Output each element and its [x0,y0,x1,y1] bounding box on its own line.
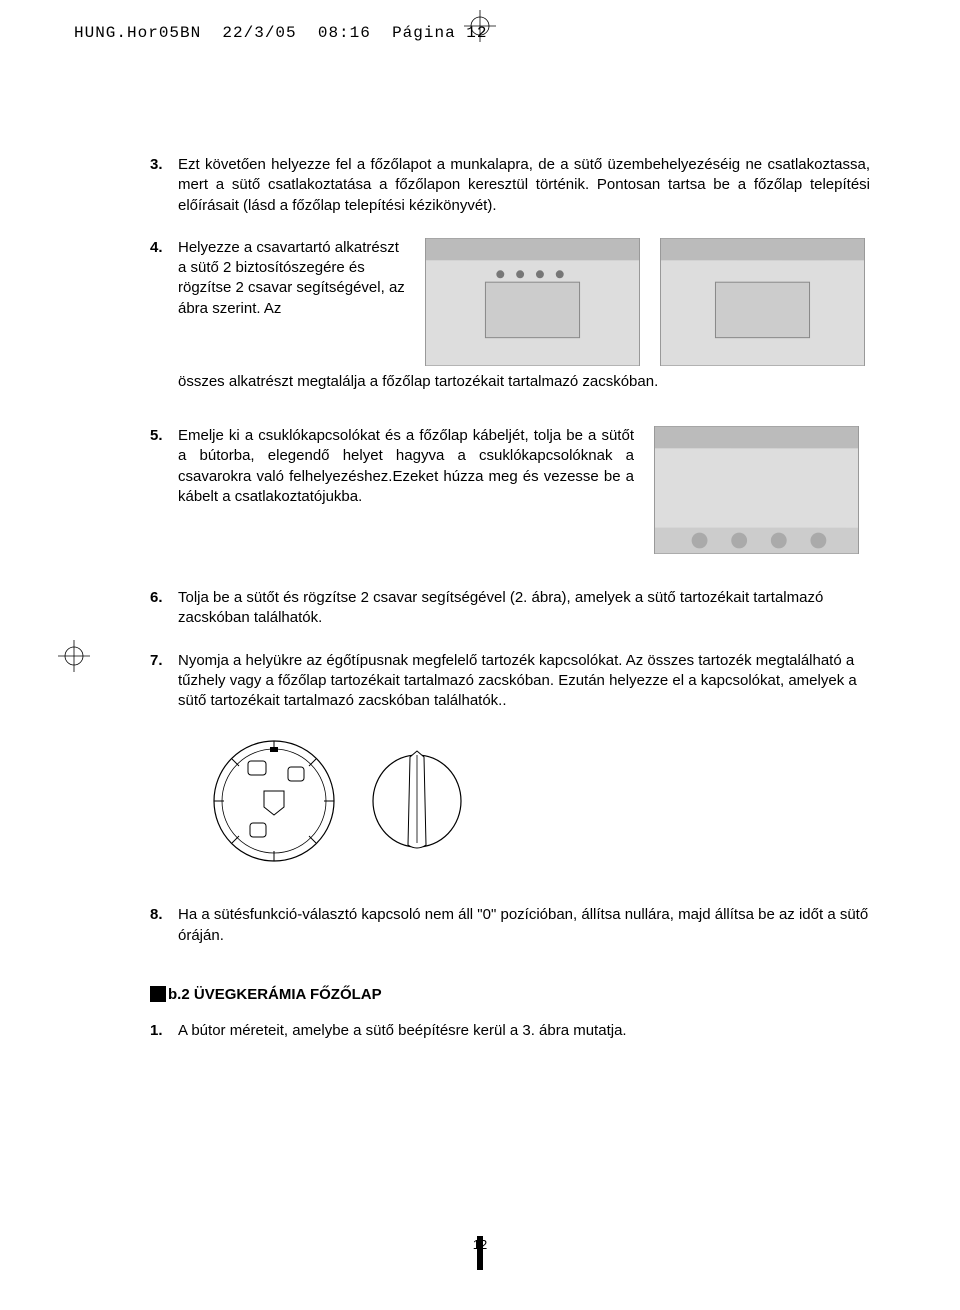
list-item-5: 5. Emelje ki a csuklókapcsolókat és a fő… [150,426,870,554]
item-number: 3. [150,155,178,216]
figure-4a [425,238,640,366]
list-item-4: 4. Helyezze a csavartartó alkatrészt a s… [150,238,870,366]
section-b2-heading: b.2 ÜVEGKERÁMIA FŐZŐLAP [150,986,870,1003]
crop-mark-top [464,10,496,42]
bottom-crop-bar [477,1236,483,1270]
dial-diagram-knob [368,737,466,865]
list-item-6: 6. Tolja be a sütőt és rögzítse 2 csavar… [150,588,870,629]
list-item-7: 7. Nyomja a helyükre az égőtípusnak megf… [150,651,870,712]
section-label: b.2 [168,986,190,1003]
figure-4b [660,238,865,366]
item-number: 1. [150,1021,178,1041]
header-filename: HUNG.Hor05BN [74,24,201,42]
item-number: 6. [150,588,178,629]
item-text: A bútor méreteit, amelybe a sütő beépíté… [178,1021,870,1041]
item-text: Ha a sütésfunkció-választó kapcsoló nem … [178,905,870,946]
item-text: Tolja be a sütőt és rögzítse 2 csavar se… [178,588,870,629]
item-text: Ezt követően helyezze fel a főzőlapot a … [178,155,870,216]
item-number: 8. [150,905,178,946]
item-number: 7. [150,651,178,712]
dial-diagram-large [210,737,338,865]
spacer [150,372,178,392]
list-item-4-cont: összes alkatrészt megtalálja a főzőlap t… [150,372,870,392]
dial-figures [210,737,870,865]
item-text-cont: összes alkatrészt megtalálja a főzőlap t… [178,372,870,392]
list-item-8: 8. Ha a sütésfunkció-választó kapcsoló n… [150,905,870,946]
item-number: 4. [150,238,178,366]
header-date: 22/3/05 [222,24,296,42]
page-content: 3. Ezt követően helyezze fel a főzőlapot… [150,155,870,1063]
section-title: ÜVEGKERÁMIA FŐZŐLAP [194,986,382,1003]
item-text-partial: Helyezze a csavartartó alkatrészt a sütő… [178,238,405,366]
item-text: Nyomja a helyükre az égőtípusnak megfele… [178,651,870,712]
list-item-3: 3. Ezt követően helyezze fel a főzőlapot… [150,155,870,216]
figure-5 [654,426,859,554]
item-number: 5. [150,426,178,554]
crop-mark-left [58,640,90,672]
section-marker [150,986,166,1002]
print-header: HUNG.Hor05BN 22/3/05 08:16 Página 12 [74,24,487,42]
item-text: Emelje ki a csuklókapcsolókat és a főzől… [178,426,634,554]
header-time: 08:16 [318,24,371,42]
section-b2-item-1: 1. A bútor méreteit, amelybe a sütő beép… [150,1021,870,1041]
